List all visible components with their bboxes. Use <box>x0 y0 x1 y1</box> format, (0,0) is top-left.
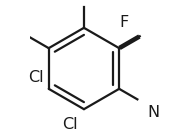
Text: N: N <box>148 105 160 120</box>
Text: F: F <box>119 15 129 30</box>
Text: Cl: Cl <box>28 70 44 85</box>
Text: Cl: Cl <box>62 117 77 132</box>
